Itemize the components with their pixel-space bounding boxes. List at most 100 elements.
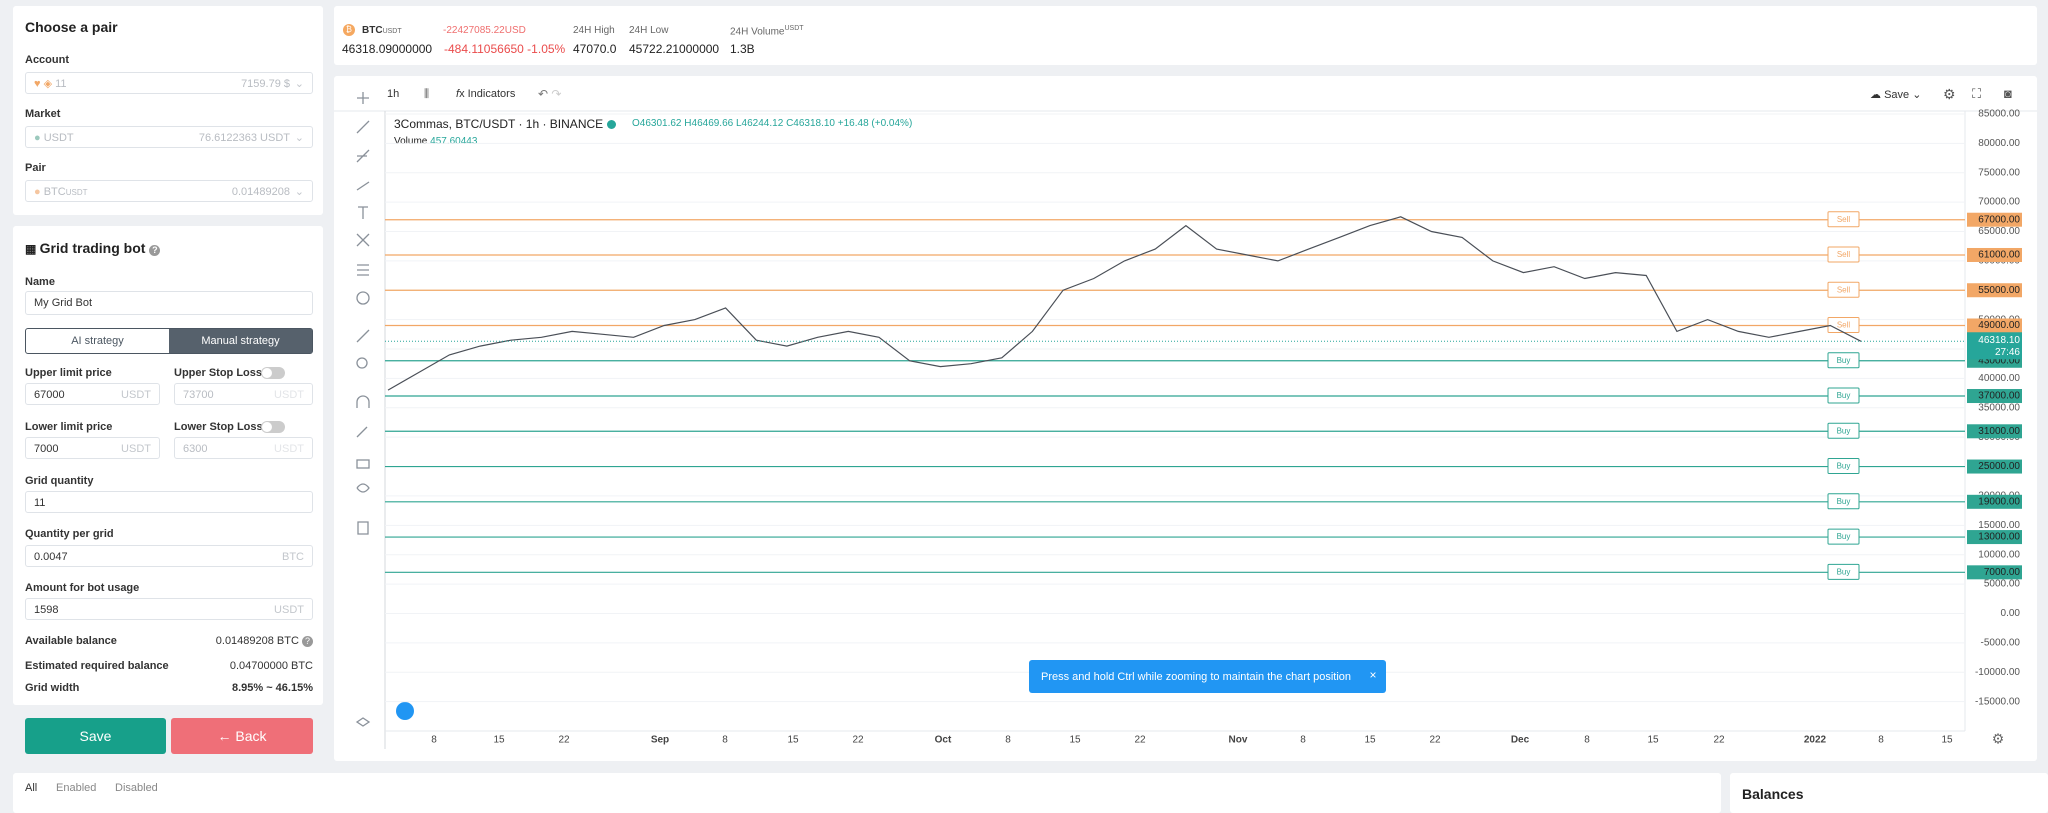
x-tick-label: 22 — [1713, 735, 1725, 746]
y-tick-label: -10000.00 — [1975, 667, 2020, 678]
pair-select[interactable]: ● BTCUSDT 0.01489208 ⌄ — [25, 180, 313, 202]
account-select[interactable]: ♥ ◈ 11 7159.79 $ ⌄ — [25, 72, 313, 94]
back-button[interactable]: ← Back — [171, 718, 313, 754]
x-tick-label: 15 — [1647, 735, 1659, 746]
input-value: 1598 — [34, 604, 59, 616]
market-value: USDT — [43, 132, 74, 144]
amount-input[interactable]: 1598 USDT — [25, 598, 313, 620]
x-tick-label: 2022 — [1804, 735, 1827, 746]
chart-card: 1h ⫼ fx Indicators ↶ ↷ ☁ Save ⌄ ⚙ ⛶ ◙ 3C… — [334, 76, 2037, 761]
volume-value: 457.60443 — [430, 136, 478, 147]
level-tag — [1827, 458, 1860, 475]
y-tick-label: 70000.00 — [1978, 197, 2020, 208]
save-layout-button[interactable]: ☁ Save ⌄ — [1870, 89, 1922, 101]
chart-type-button[interactable]: ⫼ — [424, 88, 430, 100]
legend-ohlc: O46301.62 H46469.66 L46244.12 C46318.10 … — [632, 118, 912, 129]
lower-stop-input[interactable]: 6300 USDT — [174, 437, 313, 459]
save-button[interactable]: Save — [25, 718, 166, 754]
toast-close[interactable]: × — [1369, 668, 1376, 682]
input-value: My Grid Bot — [34, 297, 93, 309]
level-side: Buy — [1837, 356, 1851, 365]
grid-quantity-input[interactable]: 11 — [25, 491, 313, 513]
x-tick-label: 8 — [1005, 735, 1011, 746]
ticker-bar: ₿ BTCUSDT 46318.09000000 -22427085.22USD… — [334, 6, 2037, 65]
level-axis-label: 49000.00 — [1978, 320, 2020, 331]
ticker-price: 46318.09000000 — [342, 42, 433, 56]
level-side: Buy — [1837, 567, 1851, 576]
interval-button[interactable]: 1h — [387, 88, 400, 100]
level-tag — [1827, 281, 1860, 298]
x-tick-label: Sep — [651, 735, 669, 746]
x-tick-label: 22 — [1429, 735, 1441, 746]
level-axis-label: 19000.00 — [1978, 496, 2020, 507]
name-input[interactable]: My Grid Bot — [25, 291, 313, 315]
ticker-label: 24H Low — [629, 25, 669, 36]
strategy-tab[interactable]: Manual strategy — [169, 329, 312, 353]
upper-stop-input[interactable]: 73700 USDT — [174, 383, 313, 405]
settings-button[interactable]: ⚙ — [1943, 86, 1956, 102]
input-value: 6300 — [183, 443, 208, 455]
level-tag — [1827, 211, 1860, 228]
logo — [396, 702, 414, 720]
x-tick-label: Nov — [1229, 735, 1248, 746]
x-tick-label: 22 — [852, 735, 864, 746]
input-value: 11 — [34, 497, 46, 509]
level-axis-box — [1967, 459, 2022, 474]
pair-amount: 0.01489208 — [231, 186, 290, 198]
input-unit: BTC — [282, 551, 304, 563]
level-axis-label: 67000.00 — [1978, 214, 2020, 225]
tab[interactable]: All — [25, 782, 38, 794]
ticker-base: BTC — [362, 25, 383, 36]
ticker-value: 45722.21000000 — [629, 42, 720, 56]
level-side: Sell — [1837, 321, 1851, 330]
undo-button[interactable]: ↶ ↷ — [538, 87, 562, 101]
level-side: Buy — [1837, 497, 1851, 506]
axis-settings[interactable]: ⚙ — [1992, 731, 2005, 747]
level-side: Buy — [1837, 391, 1851, 400]
level-axis-label: 13000.00 — [1978, 532, 2020, 543]
pair-value: BTC — [43, 186, 66, 198]
y-tick-label: 5000.00 — [1984, 579, 2021, 590]
x-tick-label: 22 — [558, 735, 570, 746]
bot-title: Grid trading bot — [39, 240, 146, 256]
summary-label: Available balance — [25, 635, 117, 647]
level-side: Sell — [1837, 285, 1851, 294]
pair-card: Choose a pair Account ♥ ◈ 11 7159.79 $ ⌄ … — [13, 6, 323, 215]
summary-value: 0.04700000 BTC — [229, 660, 313, 672]
screenshot-button[interactable]: ◙ — [2004, 86, 2012, 101]
indicators-button[interactable]: fx Indicators — [456, 88, 516, 100]
strategy-tab[interactable]: AI strategy — [71, 335, 124, 347]
level-tag — [1827, 352, 1860, 369]
toggle[interactable] — [261, 421, 285, 433]
input-unit: USDT — [274, 604, 304, 616]
x-tick-label: 8 — [1300, 735, 1306, 746]
quantity-input[interactable]: 0.0047 BTC — [25, 545, 313, 567]
summary-value: 8.95% ~ 46.15% — [231, 682, 313, 694]
price-line — [387, 216, 1862, 391]
market-select[interactable]: ● USDT 76.6122363 USDT ⌄ — [25, 126, 313, 148]
input-unit: USDT — [121, 443, 151, 455]
lower-limit-input[interactable]: 7000 USDT — [25, 437, 160, 459]
ticker-value: 47070.0 — [573, 42, 617, 56]
field-label: Amount for bot usage — [25, 582, 140, 594]
account-amount: 7159.79 $ — [241, 78, 290, 90]
tab[interactable]: Disabled — [115, 782, 158, 794]
tab[interactable]: Enabled — [56, 782, 97, 794]
x-tick-label: 8 — [1878, 735, 1884, 746]
ticker-change: -484.11056650 -1.05% — [444, 42, 566, 56]
toggle[interactable] — [261, 367, 285, 379]
x-tick-label: Dec — [1511, 735, 1530, 746]
field-label: Quantity per grid — [25, 528, 114, 540]
card-title: Balances — [1742, 786, 1804, 802]
y-tick-label: 85000.00 — [1978, 109, 2020, 120]
fullscreen-button[interactable]: ⛶ — [1972, 86, 1982, 101]
indicators-label: Indicators — [467, 88, 516, 100]
volume-unit: USDT — [784, 25, 804, 32]
upper-limit-input[interactable]: 67000 USDT — [25, 383, 160, 405]
current-price-timer: 27:46 — [1995, 347, 2020, 358]
volume-label: Volume — [394, 136, 428, 147]
account-value: 11 — [55, 78, 67, 90]
field-label: Lower limit price — [25, 421, 113, 433]
field-label: Market — [25, 108, 61, 120]
